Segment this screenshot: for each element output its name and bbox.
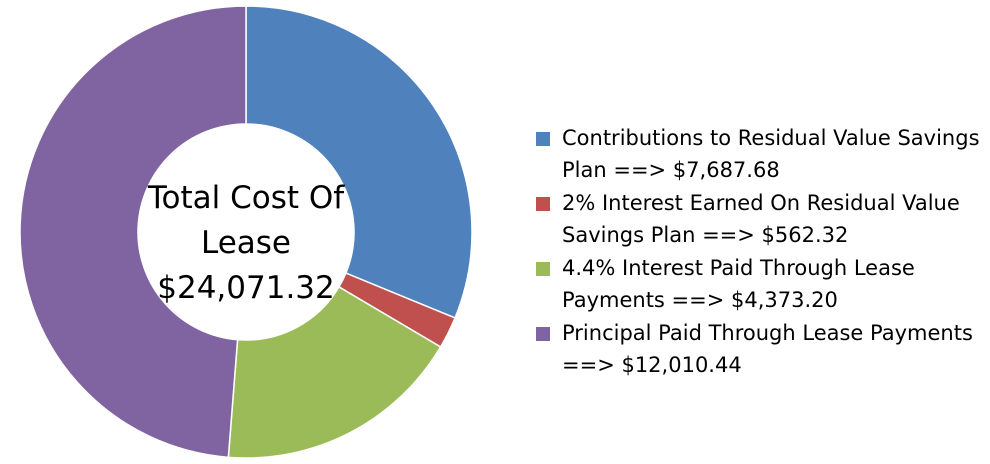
slices-group [19,5,473,459]
legend-label-3: 4.4% Interest Paid Through Lease Payment… [562,256,915,312]
center-label-total: $24,071.32 [157,270,335,306]
legend-item-1: Contributions to Residual Value Savings … [536,122,986,186]
legend-label-4: Principal Paid Through Lease Payments ==… [562,321,973,377]
center-hole [138,124,354,340]
legend-swatch-4 [536,327,550,341]
legend-swatch-2 [536,197,550,211]
legend-swatch-3 [536,262,550,276]
legend-item-4: Principal Paid Through Lease Payments ==… [536,317,986,381]
center-label-line-1: Total Cost Of [147,180,345,216]
legend-item-3: 4.4% Interest Paid Through Lease Payment… [536,252,986,316]
legend-item-2: 2% Interest Earned On Residual Value Sav… [536,187,986,251]
legend-label-1: Contributions to Residual Value Savings … [562,126,980,182]
legend: Contributions to Residual Value Savings … [536,122,986,382]
center-label-line-2: Lease [201,225,291,261]
legend-label-2: 2% Interest Earned On Residual Value Sav… [562,191,960,247]
legend-swatch-1 [536,132,550,146]
